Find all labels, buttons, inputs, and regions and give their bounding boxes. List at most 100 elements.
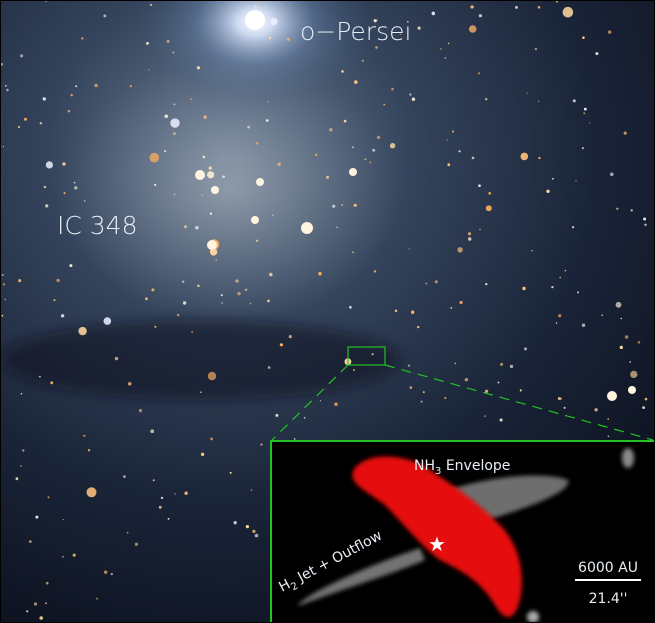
star — [411, 311, 414, 314]
star — [64, 192, 66, 194]
star — [6, 89, 8, 91]
star — [455, 363, 457, 365]
star — [62, 162, 65, 165]
star — [104, 317, 112, 325]
star — [256, 240, 258, 242]
star — [174, 194, 176, 196]
star — [418, 27, 421, 30]
star — [341, 70, 344, 73]
star — [616, 208, 618, 210]
star — [167, 40, 170, 43]
star — [469, 25, 477, 33]
star — [377, 136, 380, 139]
star — [210, 438, 213, 441]
star — [62, 556, 63, 557]
star — [184, 492, 187, 495]
star — [45, 602, 47, 604]
star — [484, 415, 485, 416]
star — [624, 132, 627, 135]
star — [191, 331, 193, 333]
star — [440, 48, 441, 49]
bright-star — [256, 178, 264, 186]
star — [75, 85, 77, 87]
star — [5, 299, 6, 300]
star — [448, 43, 450, 45]
star — [444, 397, 446, 399]
star — [164, 150, 166, 152]
star — [61, 314, 64, 317]
star — [364, 158, 366, 160]
star — [391, 88, 394, 91]
star — [460, 301, 463, 304]
bright-star — [628, 386, 636, 394]
star — [159, 506, 162, 509]
star — [564, 407, 566, 409]
star — [130, 85, 132, 87]
star — [200, 391, 202, 393]
star — [81, 37, 83, 39]
star — [488, 192, 491, 195]
star — [104, 571, 107, 574]
star — [409, 248, 410, 249]
star — [390, 143, 395, 148]
star — [83, 435, 85, 437]
star — [629, 361, 631, 363]
star — [252, 530, 255, 533]
star — [538, 6, 541, 9]
star — [18, 279, 21, 282]
star — [620, 346, 623, 349]
star — [352, 251, 354, 253]
star — [5, 85, 7, 87]
star — [123, 475, 126, 478]
star — [521, 153, 529, 161]
star — [510, 365, 513, 368]
star — [375, 46, 378, 49]
star — [558, 314, 561, 317]
scale-angular: 21.4'' — [589, 591, 628, 607]
star — [210, 213, 212, 215]
star — [572, 226, 574, 228]
star — [362, 60, 364, 62]
star — [173, 132, 176, 135]
star — [230, 472, 232, 474]
star — [450, 307, 452, 309]
star — [222, 175, 225, 178]
star — [370, 162, 372, 164]
star — [260, 443, 262, 445]
image: o−Persei IC 348 ★ NH3 Envelope H2 Jet + … — [0, 0, 655, 623]
star — [174, 103, 176, 105]
star — [538, 157, 540, 159]
star — [631, 209, 633, 211]
star — [203, 156, 206, 159]
star — [20, 54, 23, 57]
star — [56, 279, 59, 282]
star — [127, 532, 129, 534]
star — [245, 289, 247, 291]
star — [268, 101, 269, 102]
star — [221, 302, 223, 304]
star — [34, 602, 37, 605]
star — [201, 453, 204, 456]
star — [616, 302, 622, 308]
star — [643, 218, 646, 221]
star — [2, 315, 4, 317]
star — [161, 497, 163, 499]
star — [35, 516, 38, 519]
envelope-label-rest: Envelope — [441, 458, 510, 474]
star — [26, 610, 28, 612]
bright-star — [207, 240, 217, 250]
star — [172, 51, 174, 53]
star — [304, 417, 306, 419]
star — [203, 115, 206, 118]
scale-physical: 6000 AU — [578, 560, 638, 576]
star — [68, 110, 71, 113]
star — [39, 376, 41, 378]
star — [630, 371, 637, 378]
star — [168, 518, 170, 520]
star — [153, 479, 155, 481]
star — [575, 180, 576, 181]
star — [246, 525, 249, 528]
star — [278, 163, 281, 166]
star — [280, 343, 283, 346]
star — [54, 299, 56, 301]
